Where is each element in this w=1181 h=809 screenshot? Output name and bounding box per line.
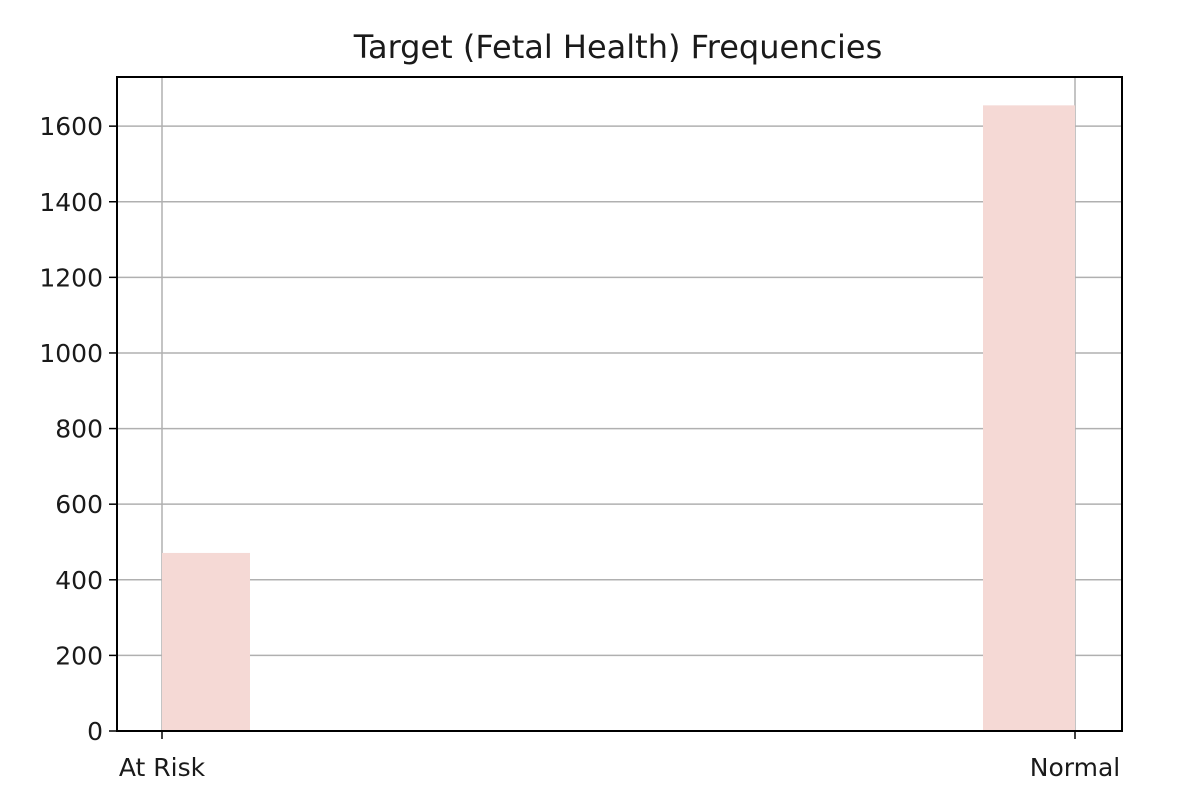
x-tick-label: At Risk bbox=[119, 753, 206, 782]
y-tick-label: 200 bbox=[55, 641, 103, 670]
x-tick-label: Normal bbox=[1030, 753, 1120, 782]
y-tick-label: 800 bbox=[55, 415, 103, 444]
bar-at-risk bbox=[162, 552, 250, 731]
chart-title: Target (Fetal Health) Frequencies bbox=[353, 28, 883, 66]
bars bbox=[162, 105, 1075, 731]
y-tick-label: 1400 bbox=[39, 188, 103, 217]
plot-frame bbox=[116, 76, 1123, 732]
y-tick-label: 600 bbox=[55, 490, 103, 519]
y-tick-label: 400 bbox=[55, 566, 103, 595]
gridlines bbox=[117, 77, 1122, 731]
bar-normal bbox=[983, 105, 1075, 731]
y-tick-label: 1200 bbox=[39, 263, 103, 292]
axes: 0 200 400 600 800 1000 1200 1400 1600 At Risk Norm… bbox=[39, 112, 1120, 782]
y-tick-label: 0 bbox=[87, 717, 103, 746]
y-tick-label: 1000 bbox=[39, 339, 103, 368]
y-tick-label: 1600 bbox=[39, 112, 103, 141]
